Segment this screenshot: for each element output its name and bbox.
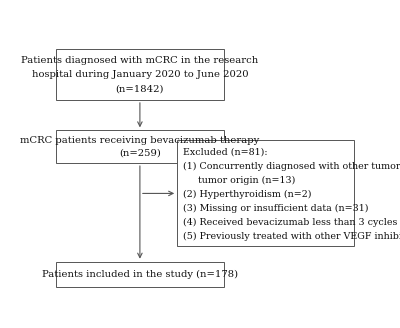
FancyBboxPatch shape	[177, 140, 354, 246]
Text: Patients diagnosed with mCRC in the research: Patients diagnosed with mCRC in the rese…	[21, 56, 258, 65]
Text: (2) Hyperthyroidism (n=2): (2) Hyperthyroidism (n=2)	[183, 190, 311, 199]
Text: tumor origin (n=13): tumor origin (n=13)	[183, 175, 295, 185]
Text: (n=1842): (n=1842)	[116, 85, 164, 93]
FancyBboxPatch shape	[56, 262, 224, 287]
Text: (1) Concurrently diagnosed with other tumors or with unknown: (1) Concurrently diagnosed with other tu…	[183, 161, 400, 171]
Text: hospital during January 2020 to June 2020: hospital during January 2020 to June 202…	[32, 70, 248, 79]
Text: (n=259): (n=259)	[119, 149, 161, 157]
Text: (3) Missing or insufficient data (n=31): (3) Missing or insufficient data (n=31)	[183, 204, 368, 213]
Text: (4) Received bevacizumab less than 3 cycles (n=24): (4) Received bevacizumab less than 3 cyc…	[183, 218, 400, 227]
Text: mCRC patients receiving bevacizumab therapy: mCRC patients receiving bevacizumab ther…	[20, 136, 260, 145]
FancyBboxPatch shape	[56, 130, 224, 163]
Text: Patients included in the study (n=178): Patients included in the study (n=178)	[42, 270, 238, 279]
Text: Excluded (n=81):: Excluded (n=81):	[183, 148, 267, 156]
FancyBboxPatch shape	[56, 50, 224, 100]
Text: (5) Previously treated with other VEGF inhibitors (n=11): (5) Previously treated with other VEGF i…	[183, 232, 400, 241]
